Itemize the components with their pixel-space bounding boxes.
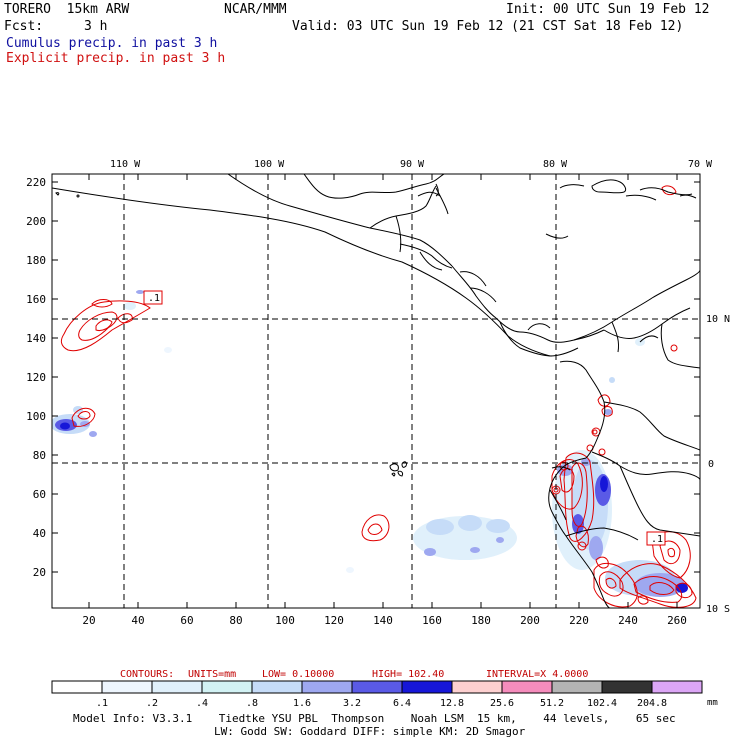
y-tick-label: 120 (26, 371, 46, 384)
contour-info: CONTOURS: UNITS=mm LOW= 0.10000 HIGH= 10… (120, 669, 588, 680)
y-tick-label: 140 (26, 332, 46, 345)
explicit-legend: Explicit precip. in past 3 h (6, 51, 226, 66)
y-tick-label: 60 (33, 488, 46, 501)
lat-label: 10 S (706, 604, 730, 615)
colorbar-label: 3.2 (343, 698, 361, 709)
longitude-labels: 110 W 100 W 90 W 80 W 70 W (110, 159, 713, 170)
colorbar-swatch (601, 680, 653, 694)
contour-label: .1 (148, 293, 160, 304)
x-tick-label: 20 (82, 614, 95, 627)
colorbar-label: 204.8 (637, 698, 667, 709)
contour-info-high: HIGH= 102.40 (372, 669, 444, 680)
colorbar-unit: mm (707, 698, 718, 708)
colorbar-label: 102.4 (587, 698, 617, 709)
colorbar-swatch (51, 680, 103, 694)
lat-label: 0 (708, 459, 714, 470)
colorbar-swatch (451, 680, 503, 694)
lon-label: 100 W (254, 159, 285, 170)
colorbar-swatch (651, 680, 703, 694)
lon-label: 110 W (110, 159, 141, 170)
contour-label-box (143, 290, 163, 305)
init-time: Init: 00 UTC Sun 19 Feb 12 (506, 2, 710, 17)
colorbar-label: 12.8 (440, 698, 464, 709)
colorbar-swatch (551, 680, 603, 694)
lon-label: 80 W (543, 159, 568, 170)
y-tick-label: 20 (33, 566, 46, 579)
cumulus-precip-shading (52, 290, 688, 597)
latitude-labels: 10 N 0 10 S (706, 314, 730, 615)
x-tick-label: 120 (324, 614, 344, 627)
y-tick-label: 100 (26, 410, 46, 423)
colorbar-swatch (501, 680, 553, 694)
x-tick-label: 140 (373, 614, 393, 627)
explicit-precip-contours (60, 185, 697, 608)
contour-label: .1 (651, 534, 663, 545)
y-tick-label: 220 (26, 176, 46, 189)
model-title: TORERO 15km ARW (4, 2, 130, 17)
colorbar-swatch (151, 680, 203, 694)
y-tick-label: 40 (33, 527, 46, 540)
colorbar-label: 6.4 (393, 698, 411, 709)
contour-label-box (646, 531, 666, 546)
colorbar-label: 25.6 (490, 698, 514, 709)
colorbar-label: 1.6 (293, 698, 311, 709)
x-tick-label: 80 (229, 614, 242, 627)
contour-info-contours: CONTOURS: (120, 669, 174, 680)
contour-info-interval: INTERVAL=X 4.0000 (486, 669, 588, 680)
colorbar-labels: .1 .2 .4 .8 1.6 3.2 6.4 12.8 25.6 51.2 102.4 204.8 (96, 698, 667, 709)
organization-label: NCAR/MMM (224, 2, 287, 17)
colorbar-label: 51.2 (540, 698, 564, 709)
valid-time: Valid: 03 UTC Sun 19 Feb 12 (21 CST Sat … (292, 19, 684, 34)
x-tick-label: 100 (275, 614, 295, 627)
forecast-hour: 3 h (84, 19, 108, 34)
colorbar-label: .4 (196, 698, 208, 709)
y-tick-label: 160 (26, 293, 46, 306)
lat-lon-grid (52, 174, 700, 608)
colorbar-swatch (201, 680, 253, 694)
model-info-line1: Model Info: V3.3.1 Tiedtke YSU PBL Thomp… (73, 712, 676, 725)
cumulus-legend: Cumulus precip. in past 3 h (6, 36, 218, 51)
x-tick-label: 220 (569, 614, 589, 627)
x-tick-label: 160 (422, 614, 442, 627)
colorbar-swatch (301, 680, 353, 694)
y-tick-label: 80 (33, 449, 46, 462)
forecast-label: Fcst: (4, 19, 44, 34)
colorbar-swatch (351, 680, 403, 694)
lon-label: 70 W (688, 159, 713, 170)
y-axis-labels: 220 200 180 160 140 120 100 80 60 40 20 (26, 176, 46, 579)
colorbar-label: .2 (146, 698, 158, 709)
y-tick-label: 200 (26, 215, 46, 228)
map-frame (51, 173, 701, 609)
colorbar-swatch (401, 680, 453, 694)
x-tick-label: 240 (618, 614, 638, 627)
x-tick-label: 40 (131, 614, 144, 627)
x-tick-label: 260 (667, 614, 687, 627)
contour-value-boxes: .1 .1 (143, 290, 666, 546)
x-axis-labels: 20 40 60 80 100 120 140 160 180 200 220 … (82, 614, 687, 627)
x-tick-label: 200 (520, 614, 540, 627)
model-info-line2: LW: Godd SW: Goddard DIFF: simple KM: 2D… (214, 725, 526, 738)
colorbar-swatch (251, 680, 303, 694)
contour-info-units: UNITS=mm (188, 669, 236, 680)
x-tick-label: 60 (180, 614, 193, 627)
contour-info-low: LOW= 0.10000 (262, 669, 334, 680)
colorbar-label: .8 (246, 698, 258, 709)
x-tick-label: 180 (471, 614, 491, 627)
colorbar-label: .1 (96, 698, 108, 709)
axis-ticks (52, 174, 700, 608)
colorbar-swatch (101, 680, 153, 694)
coastlines (52, 174, 700, 608)
colorbar (51, 680, 703, 694)
lat-label: 10 N (706, 314, 730, 325)
y-tick-label: 180 (26, 254, 46, 267)
lon-label: 90 W (400, 159, 425, 170)
